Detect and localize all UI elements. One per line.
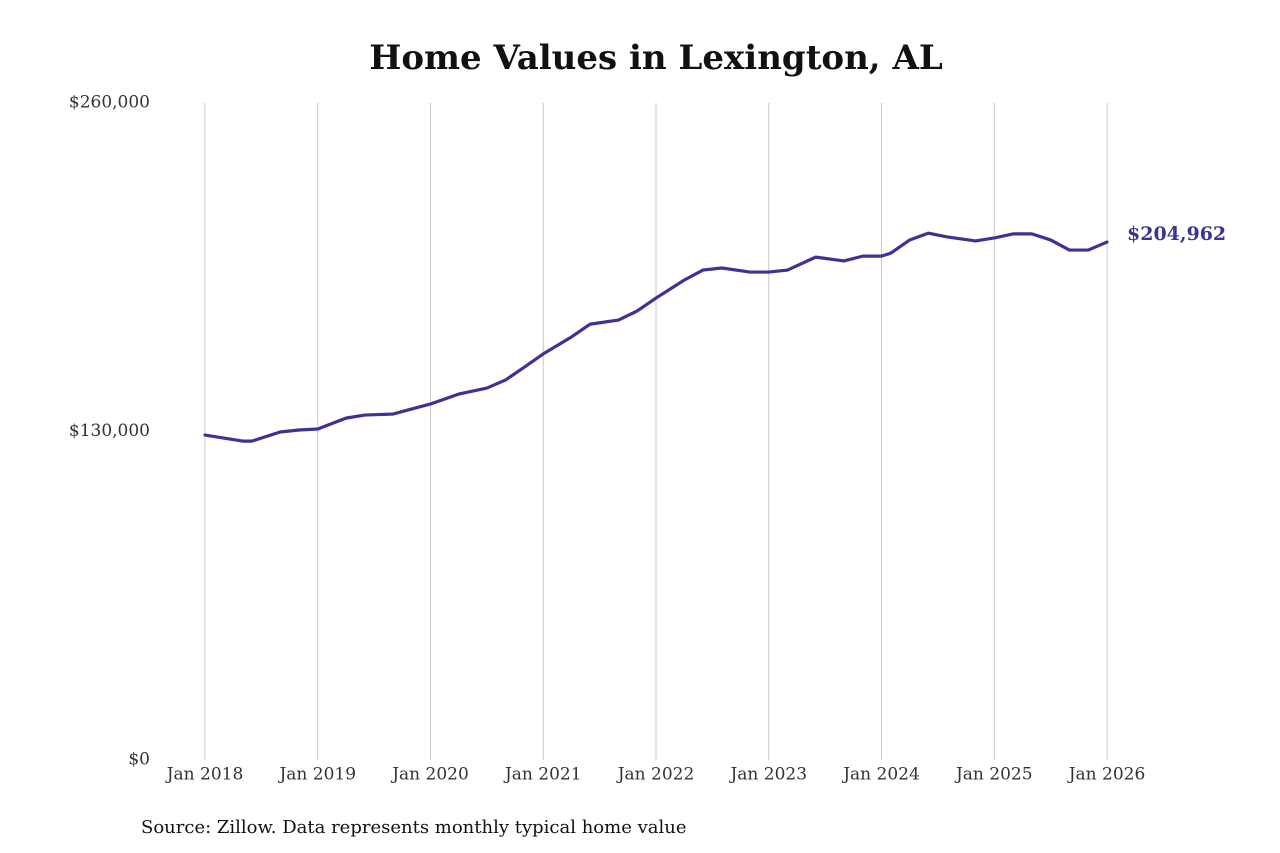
x-tick-label: Jan 2026 [1067, 765, 1146, 785]
y-tick-label: $130,000 [69, 421, 150, 441]
x-tick-label: Jan 2019 [277, 765, 356, 785]
y-tick-label: $260,000 [69, 93, 150, 113]
line [203, 231, 1109, 443]
chart-title: Home Values in Lexington, AL [369, 38, 943, 78]
x-tick-label: Jan 2022 [616, 765, 695, 785]
source-note: Source: Zillow. Data represents monthly … [141, 817, 687, 838]
x-tick-label: Jan 2024 [841, 765, 920, 785]
x-tick-label: Jan 2023 [728, 765, 807, 785]
x-tick-label: Jan 2021 [503, 765, 582, 785]
x-tick-label: Jan 2018 [165, 765, 244, 785]
value-label: $204,962 [1127, 223, 1226, 245]
x-tick-label: Jan 2020 [390, 765, 469, 785]
y-tick-label: $0 [128, 750, 150, 770]
x-tick-label: Jan 2025 [954, 765, 1033, 785]
